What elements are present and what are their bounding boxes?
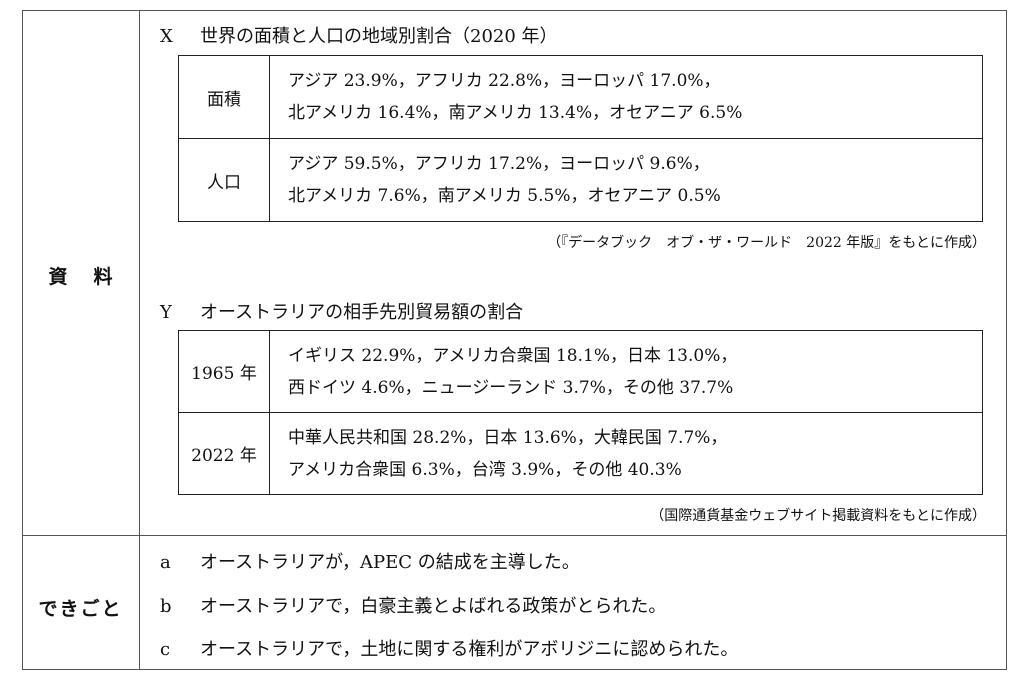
trade-partner-table: 1965 年 イギリス 22.9%，アメリカ合衆国 18.1%，日本 13.0%… <box>178 330 983 495</box>
table-row: 人口 アジア 59.5%，アフリカ 17.2%，ヨーロッパ 9.6%， 北アメリ… <box>178 138 983 222</box>
table-row: 2022 年 中華人民共和国 28.2%，日本 13.6%，大韓民国 7.7%，… <box>178 412 983 495</box>
section-y-title: Y オーストラリアの相手先別貿易額の割合 <box>160 298 523 324</box>
section-x-key: X <box>160 26 173 47</box>
event-text: オーストラリアで，白豪主義とよばれる政策がとられた。 <box>200 596 667 617</box>
section-x-title-text: 世界の面積と人口の地域別割合（2020 年） <box>200 26 558 47</box>
event-text: オーストラリアで，土地に関する権利がアボリジニに認められた。 <box>200 639 739 660</box>
column-divider <box>139 10 140 670</box>
section-y-source: （国際通貨基金ウェブサイト掲載資料をもとに作成） <box>650 508 986 524</box>
event-item-a: a オーストラリアが，APEC の結成を主導した。 <box>160 548 580 574</box>
section-x-source: （『データブック オブ・ザ・ワールド 2022 年版』をもとに作成） <box>547 235 986 251</box>
table-row: 面積 アジア 23.9%，アフリカ 22.8%，ヨーロッパ 17.0%， 北アメ… <box>178 55 983 139</box>
row-value-line: アジア 59.5%，アフリカ 17.2%，ヨーロッパ 9.6%， <box>288 154 710 174</box>
event-text: オーストラリアが，APEC の結成を主導した。 <box>200 552 580 573</box>
area-population-table: 面積 アジア 23.9%，アフリカ 22.8%，ヨーロッパ 17.0%， 北アメ… <box>178 55 983 222</box>
event-key: b <box>160 596 172 617</box>
row-value-line: イギリス 22.9%，アメリカ合衆国 18.1%，日本 13.0%， <box>288 345 738 366</box>
section-x-title: X 世界の面積と人口の地域別割合（2020 年） <box>160 22 558 48</box>
section-y-title-text: オーストラリアの相手先別貿易額の割合 <box>200 302 524 323</box>
row-header: 2022 年 <box>178 412 270 495</box>
row-value-line: 中華人民共和国 28.2%，日本 13.6%，大韓民国 7.7%， <box>288 427 728 448</box>
outer-frame <box>22 10 1007 670</box>
events-label: できごと <box>38 598 123 620</box>
row-values: アジア 59.5%，アフリカ 17.2%，ヨーロッパ 9.6%， 北アメリカ 7… <box>269 138 983 222</box>
event-item-c: c オーストラリアで，土地に関する権利がアボリジニに認められた。 <box>160 635 738 661</box>
row-value-line: アジア 23.9%，アフリカ 22.8%，ヨーロッパ 17.0%， <box>288 71 721 91</box>
event-item-b: b オーストラリアで，白豪主義とよばれる政策がとられた。 <box>160 592 666 618</box>
row-header: 人口 <box>178 138 270 222</box>
row-value-line: 北アメリカ 7.6%，南アメリカ 5.5%，オセアニア 0.5% <box>288 186 721 206</box>
row-values: 中華人民共和国 28.2%，日本 13.6%，大韓民国 7.7%， アメリカ合衆… <box>269 412 983 495</box>
row-header: 1965 年 <box>178 330 270 413</box>
row-value-line: 北アメリカ 16.4%，南アメリカ 13.4%，オセアニア 6.5% <box>288 103 743 123</box>
table-row: 1965 年 イギリス 22.9%，アメリカ合衆国 18.1%，日本 13.0%… <box>178 330 983 413</box>
row-header: 面積 <box>178 55 270 139</box>
section-y-key: Y <box>160 302 172 323</box>
row-values: アジア 23.9%，アフリカ 22.8%，ヨーロッパ 17.0%， 北アメリカ … <box>269 55 983 139</box>
row-value-line: 西ドイツ 4.6%，ニュージーランド 3.7%，その他 37.7% <box>288 377 734 398</box>
row-divider <box>22 535 1007 536</box>
row-values: イギリス 22.9%，アメリカ合衆国 18.1%，日本 13.0%， 西ドイツ … <box>269 330 983 413</box>
materials-label: 資料 <box>48 266 139 288</box>
row-value-line: アメリカ合衆国 6.3%，台湾 3.9%，その他 40.3% <box>288 459 682 480</box>
event-key: c <box>160 639 171 660</box>
event-key: a <box>160 552 171 573</box>
